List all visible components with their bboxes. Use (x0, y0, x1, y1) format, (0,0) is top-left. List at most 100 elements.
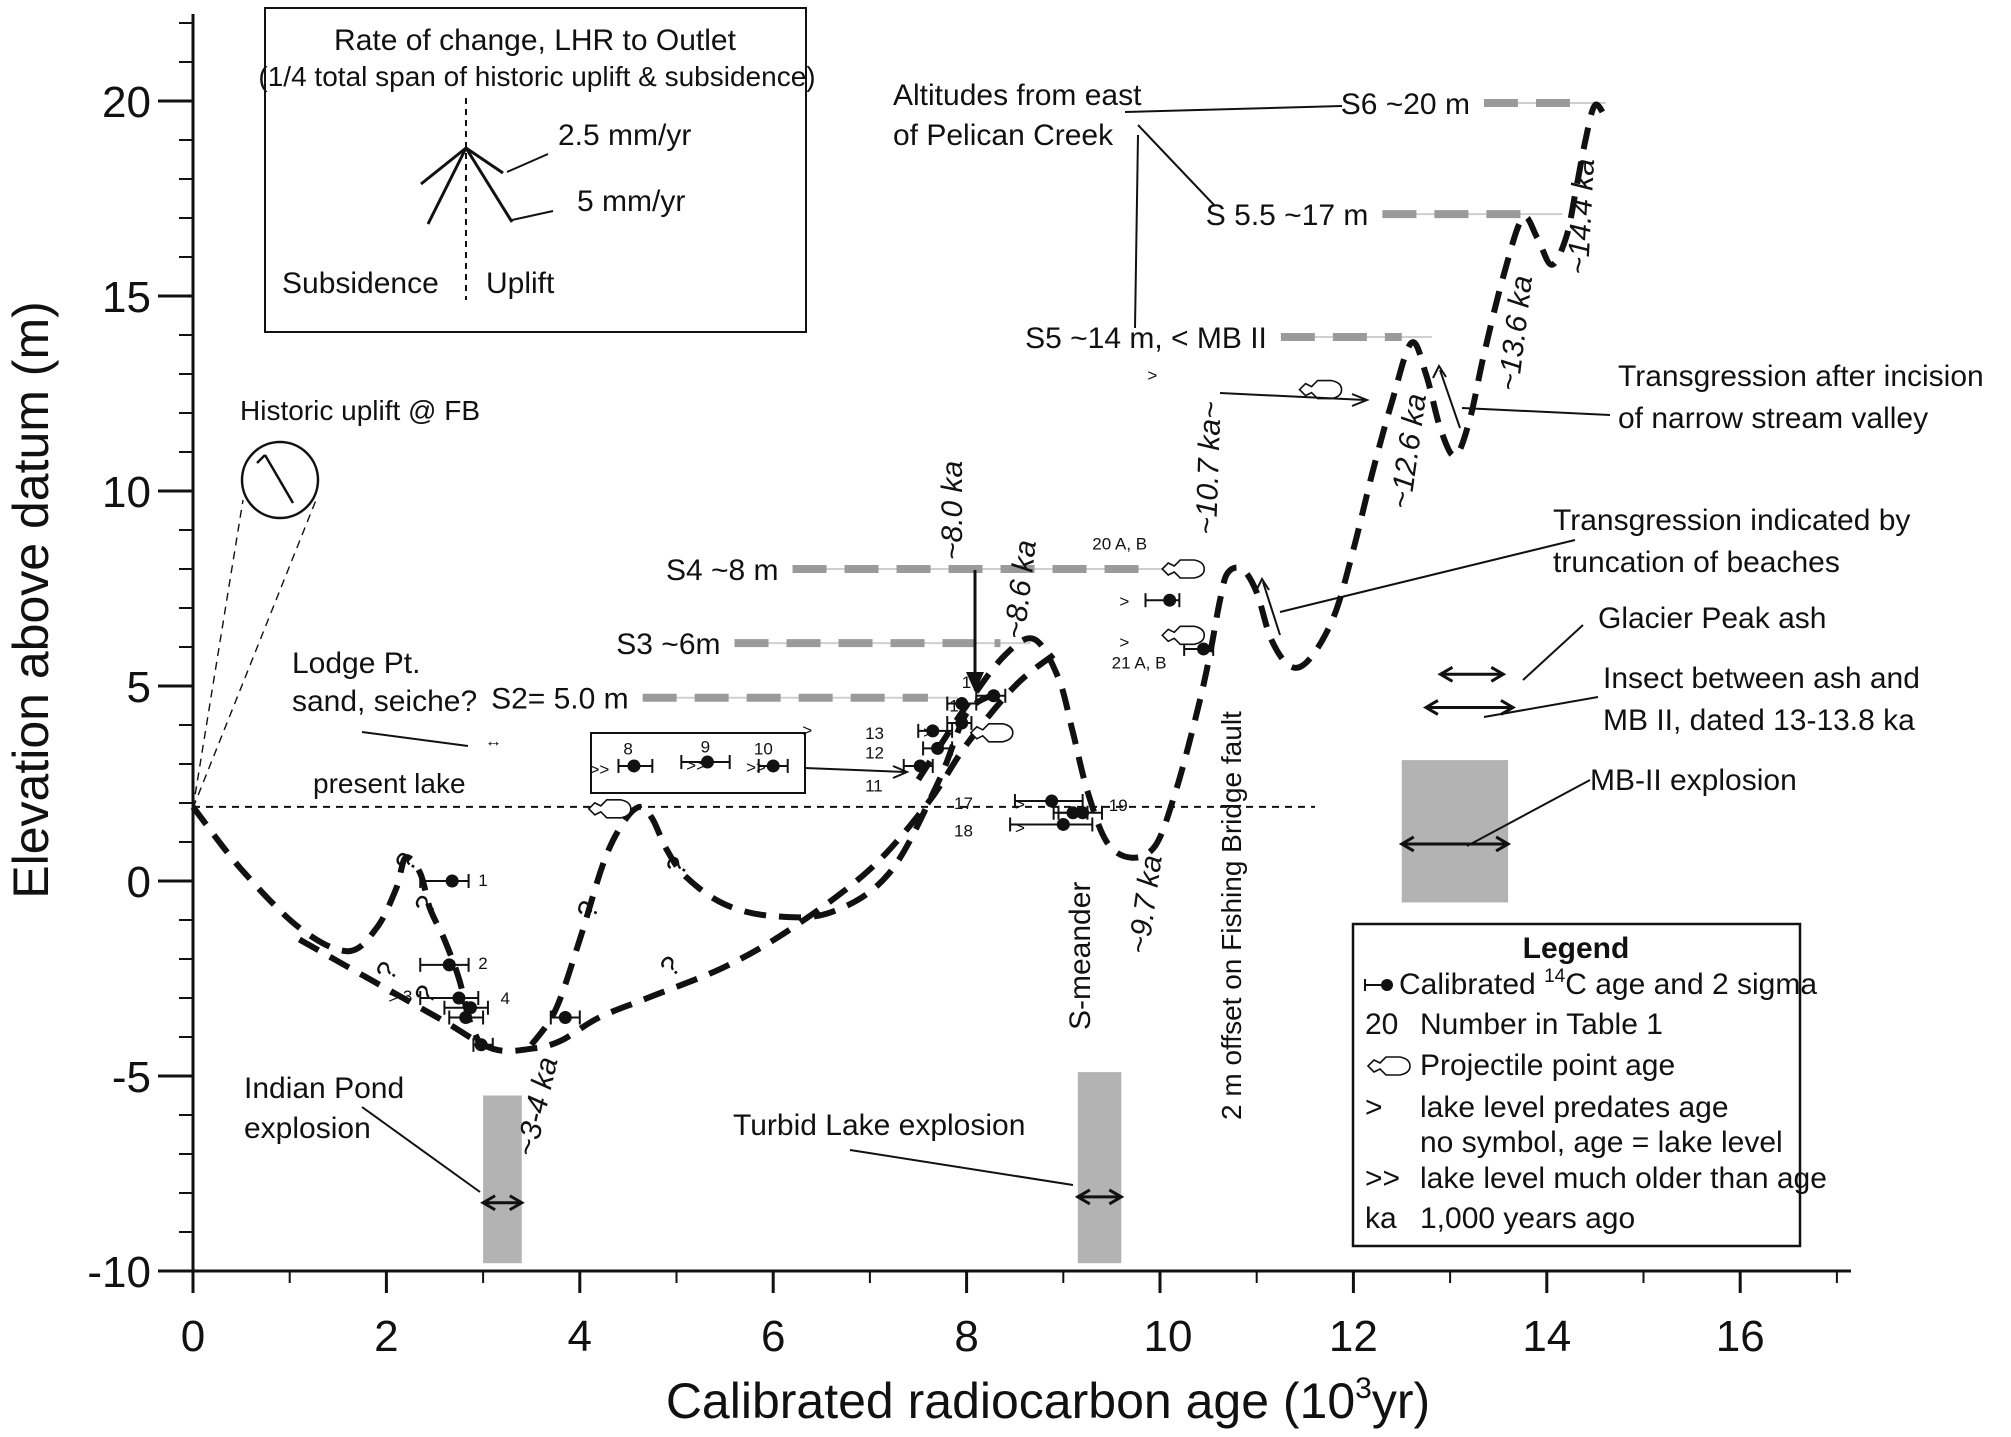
point-number: 13 (865, 724, 884, 743)
data-point (926, 724, 940, 738)
predates-marker: > (802, 721, 812, 740)
lake-level-curve (190, 805, 482, 1043)
y-tick-label: 0 (127, 858, 151, 907)
age-label: ~8.6 ka (998, 538, 1043, 641)
predates-marker: > (923, 723, 933, 742)
data-point (955, 697, 969, 711)
legend-entry-text: no symbol, age = lake level (1420, 1126, 1783, 1159)
data-point (931, 741, 945, 755)
glacier-peak-range-head (1490, 666, 1507, 683)
legend-entry-text: Projectile point age (1420, 1049, 1675, 1082)
legend-entry-text: 1,000 years ago (1420, 1202, 1635, 1235)
predates-marker: > (1015, 795, 1025, 814)
insect-range-head (1500, 699, 1516, 716)
data-point (627, 759, 641, 773)
y-axis-label: Elevation above datum (m) (3, 301, 59, 899)
x-axis-label: Calibrated radiocarbon age (103yr) (666, 1372, 1430, 1429)
turbid-lake-label: Turbid Lake explosion (733, 1109, 1025, 1142)
point-number: 21 A, B (1112, 653, 1167, 672)
data-point (987, 689, 1001, 703)
point-number: 3 (403, 987, 412, 1006)
data-point (913, 759, 927, 773)
projectile-point-icon (587, 799, 632, 819)
inset-rate-line (426, 147, 468, 225)
lodge-marker: ↔ (485, 732, 502, 751)
rate-inset: Rate of change, LHR to Outlet (1/4 total … (258, 7, 816, 333)
predates-marker: >> (746, 758, 766, 777)
glacier-peak-range-head (1437, 666, 1454, 683)
data-point (1045, 794, 1059, 808)
historic-uplift-needle (263, 454, 295, 504)
bench-lines: S2= 5.0 m S3 ~6m S4 ~8 m S5 ~14 m, < MB II S… (491, 88, 1606, 716)
age-label: ~8.0 ka (936, 461, 969, 560)
inset-leader (511, 210, 554, 221)
legend-box (1351, 922, 1802, 1248)
age-label: ~10.7 ka~ (1190, 401, 1228, 536)
y-tick-label: 20 (102, 78, 151, 127)
lake-level-curve (529, 691, 998, 1047)
data-point (464, 1001, 478, 1015)
bench-label: S2= 5.0 m (491, 683, 629, 716)
data-point (1197, 642, 1211, 656)
bench-label: S4 ~8 m (666, 554, 779, 587)
historic-uplift-needle (256, 454, 266, 464)
altitudes-label-line-0: Altitudes from east (893, 79, 1142, 112)
legend-point-icon (1381, 979, 1393, 991)
data-point (1066, 806, 1080, 820)
smeander-label: S-meander (1064, 882, 1097, 1030)
point-number: 12 (865, 743, 884, 762)
inset-subtitle: (1/4 total span of historic uplift & sub… (258, 61, 815, 92)
projectile-outline (587, 799, 632, 819)
point-number: 11 (865, 776, 883, 795)
y-tick-label: 5 (127, 663, 151, 712)
ka-8-arrowhead (966, 672, 984, 692)
y-tick-label: 15 (102, 273, 151, 322)
bench-label: S6 ~20 m (1341, 88, 1470, 121)
uncertain-mark: ? (408, 980, 443, 1009)
transgression-incision-arrowhead (1432, 363, 1447, 379)
inset-rate-1: 2.5 mm/yr (558, 119, 691, 152)
inset-leader (506, 153, 549, 173)
predates-marker: > (1119, 592, 1129, 611)
inset-title: Rate of change, LHR to Outlet (334, 24, 737, 57)
data-point (459, 1011, 473, 1024)
projectile-outline (1161, 625, 1206, 646)
transgression-incision-arrow (1439, 369, 1461, 429)
points-8-10-box (590, 732, 806, 794)
legend-symbol: >> (1365, 1162, 1400, 1195)
data-point (452, 991, 466, 1005)
point-number: 2 (478, 954, 487, 973)
data-point (1056, 817, 1070, 831)
x-tick-label: 2 (374, 1312, 398, 1361)
x-tick-label: 12 (1329, 1312, 1378, 1361)
indian-pond-label-line-1: explosion (244, 1112, 371, 1145)
data-point (766, 759, 780, 773)
inset-rate-line (464, 147, 514, 223)
explosion-bar (483, 1095, 522, 1264)
projectile-point-icon (1161, 625, 1206, 646)
legend-entry-text: lake level predates age (1420, 1091, 1729, 1124)
predates-marker: >> (589, 760, 609, 779)
transgression-incision-label-line-1: of narrow stream valley (1618, 402, 1928, 435)
legend-entry-text: Calibrated 14C age and 2 sigma (1399, 966, 1817, 1001)
point-number: 9 (701, 737, 710, 756)
y-tick-label: 10 (102, 468, 151, 517)
points-8-10-arrow (804, 767, 906, 773)
projectile-outline (1161, 559, 1206, 579)
uncertain-mark: ? (571, 897, 605, 922)
lodge-leader (361, 731, 469, 747)
indian-pond-label-line-0: Indian Pond (244, 1072, 404, 1105)
legend-entry-text: Number in Table 1 (1420, 1008, 1663, 1041)
insect-range-head (1422, 699, 1439, 716)
dated-points: 1234891011121314151617181920 A, B21 A, B… (388, 366, 1343, 1052)
altitudes-label-line-1: of Pelican Creek (893, 119, 1114, 152)
present-lake-label: present lake (313, 768, 466, 799)
altitudes-leader (1134, 134, 1139, 329)
lake-level-curve (915, 101, 1610, 861)
data-point (700, 755, 714, 769)
bench-label: S 5.5 ~17 m (1206, 199, 1369, 232)
inset-rate-line (465, 146, 504, 175)
legend-symbol: 20 (1365, 1008, 1398, 1041)
x-tick-label: 10 (1144, 1312, 1193, 1361)
projectile-arrow (1219, 392, 1366, 401)
